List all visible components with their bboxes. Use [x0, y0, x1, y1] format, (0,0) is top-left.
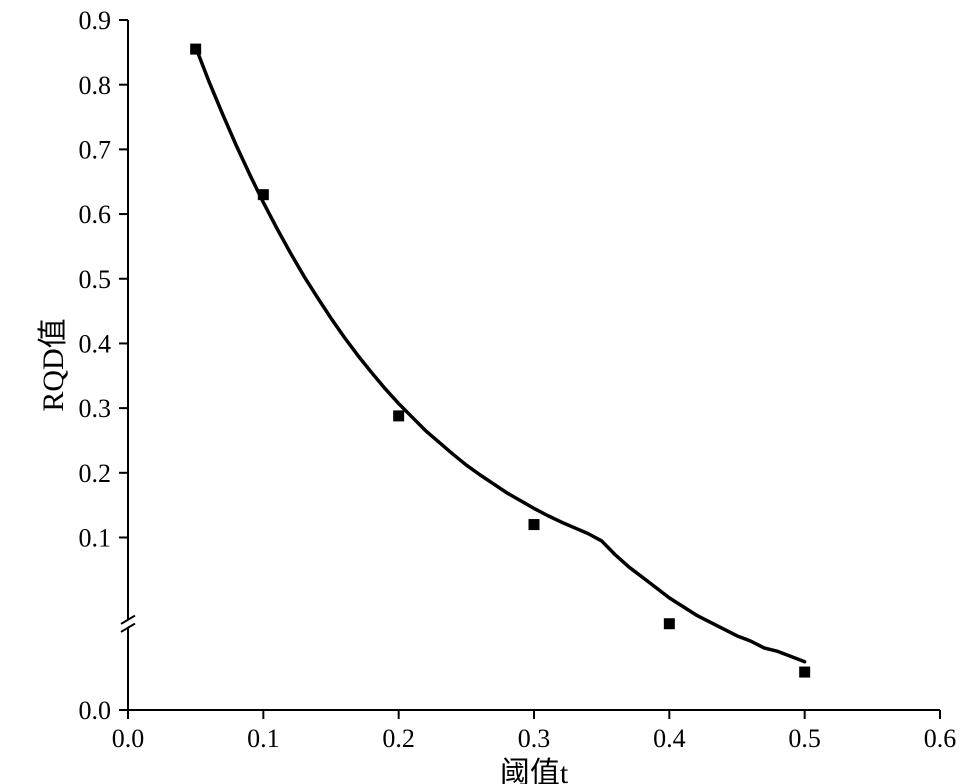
y-tick-label: 0.4 — [79, 330, 112, 359]
y-tick-label: 0.1 — [79, 524, 112, 553]
data-point — [529, 519, 540, 530]
y-tick-label: 0.0 — [79, 696, 112, 725]
x-axis-label: 阈值t — [500, 757, 569, 784]
x-tick-label: 0.0 — [112, 724, 145, 753]
x-tick-label: 0.5 — [788, 724, 821, 753]
y-tick-label: 0.2 — [79, 459, 112, 488]
data-point — [258, 189, 269, 200]
data-point — [393, 410, 404, 421]
y-tick-label: 0.3 — [79, 394, 112, 423]
x-tick-label: 0.1 — [247, 724, 280, 753]
x-tick-label: 0.4 — [653, 724, 686, 753]
y-tick-label: 0.6 — [79, 200, 112, 229]
y-tick-label: 0.7 — [79, 135, 112, 164]
chart-svg: 0.0 0.1 0.2 0.3 0.4 0.5 0.6 阈值t 0.0 0.1 0.2 0.3 0.4 0… — [0, 0, 978, 784]
data-point — [664, 618, 675, 629]
chart-container: 0.0 0.1 0.2 0.3 0.4 0.5 0.6 阈值t 0.0 0.1 0.2 0.3 0.4 0… — [0, 0, 978, 784]
x-tick-label: 0.3 — [518, 724, 551, 753]
y-tick-label: 0.5 — [79, 265, 112, 294]
x-tick-label: 0.6 — [924, 724, 957, 753]
x-tick-label: 0.2 — [382, 724, 415, 753]
y-tick-label: 0.9 — [79, 6, 112, 35]
fit-curve — [196, 47, 805, 662]
data-point — [190, 44, 201, 55]
y-axis-label: RQD值 — [37, 318, 70, 411]
data-point — [799, 667, 810, 678]
y-tick-label: 0.8 — [79, 71, 112, 100]
